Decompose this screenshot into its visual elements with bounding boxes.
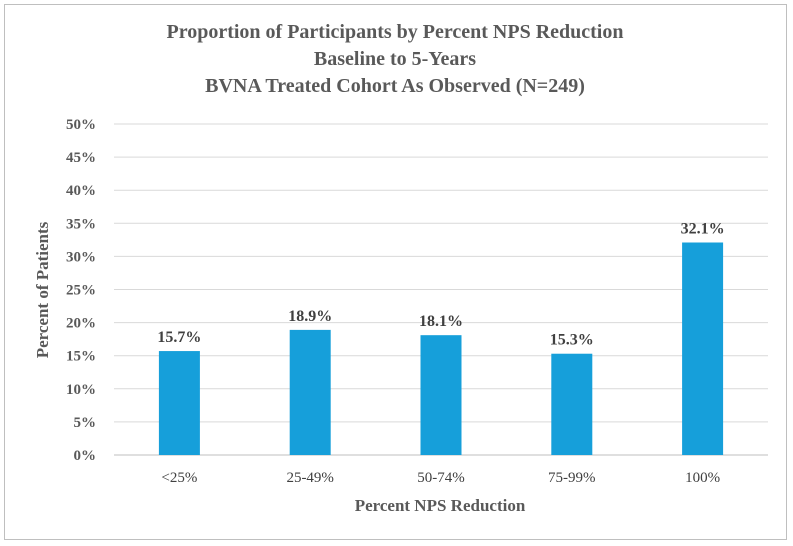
y-axis-title: Percent of Patients bbox=[33, 221, 52, 358]
y-tick-label: 35% bbox=[66, 216, 96, 232]
data-label: 32.1% bbox=[681, 220, 725, 237]
bar bbox=[158, 351, 200, 455]
y-tick-label: 40% bbox=[66, 183, 96, 199]
x-tick-label: 50-74% bbox=[417, 470, 465, 486]
y-tick-label: 45% bbox=[66, 150, 96, 166]
y-tick-label: 0% bbox=[74, 448, 97, 464]
chart-title: Proportion of Participants by Percent NP… bbox=[166, 21, 623, 97]
data-labels: 15.7% 18.9% 18.1% 15.3% 32.1% bbox=[157, 220, 724, 348]
data-label: 15.3% bbox=[550, 332, 594, 349]
y-tick-label: 25% bbox=[66, 283, 96, 299]
y-tick-label: 10% bbox=[66, 382, 96, 398]
x-tick-label: 75-99% bbox=[548, 470, 596, 486]
x-tick-label: <25% bbox=[161, 470, 197, 486]
data-label: 18.9% bbox=[288, 308, 332, 325]
gridlines bbox=[114, 123, 768, 456]
chart-title-line-3: BVNA Treated Cohort As Observed (N=249) bbox=[205, 75, 585, 97]
chart-title-line-1: Proportion of Participants by Percent NP… bbox=[166, 21, 623, 43]
x-tick-label: 100% bbox=[685, 470, 720, 486]
y-tick-label: 30% bbox=[66, 249, 96, 265]
y-axis-ticks: 0% 5% 10% 15% 20% 25% 30% 35% 40% 45% 50% bbox=[66, 117, 96, 464]
x-tick-label: 25-49% bbox=[286, 470, 334, 486]
y-tick-label: 20% bbox=[66, 316, 96, 332]
y-tick-label: 5% bbox=[74, 415, 97, 431]
bar bbox=[420, 335, 462, 455]
data-label: 15.7% bbox=[157, 329, 201, 346]
y-tick-label: 15% bbox=[66, 349, 96, 365]
x-axis-title: Percent NPS Reduction bbox=[355, 496, 526, 515]
y-tick-label: 50% bbox=[66, 117, 96, 133]
bar bbox=[682, 242, 724, 455]
x-axis-categories: <25% 25-49% 50-74% 75-99% 100% bbox=[161, 470, 720, 486]
bars bbox=[158, 242, 724, 455]
chart-frame bbox=[4, 4, 787, 540]
chart-title-line-2: Baseline to 5-Years bbox=[314, 48, 476, 70]
data-label: 18.1% bbox=[419, 313, 463, 330]
bar bbox=[289, 329, 331, 455]
bar bbox=[551, 353, 593, 455]
